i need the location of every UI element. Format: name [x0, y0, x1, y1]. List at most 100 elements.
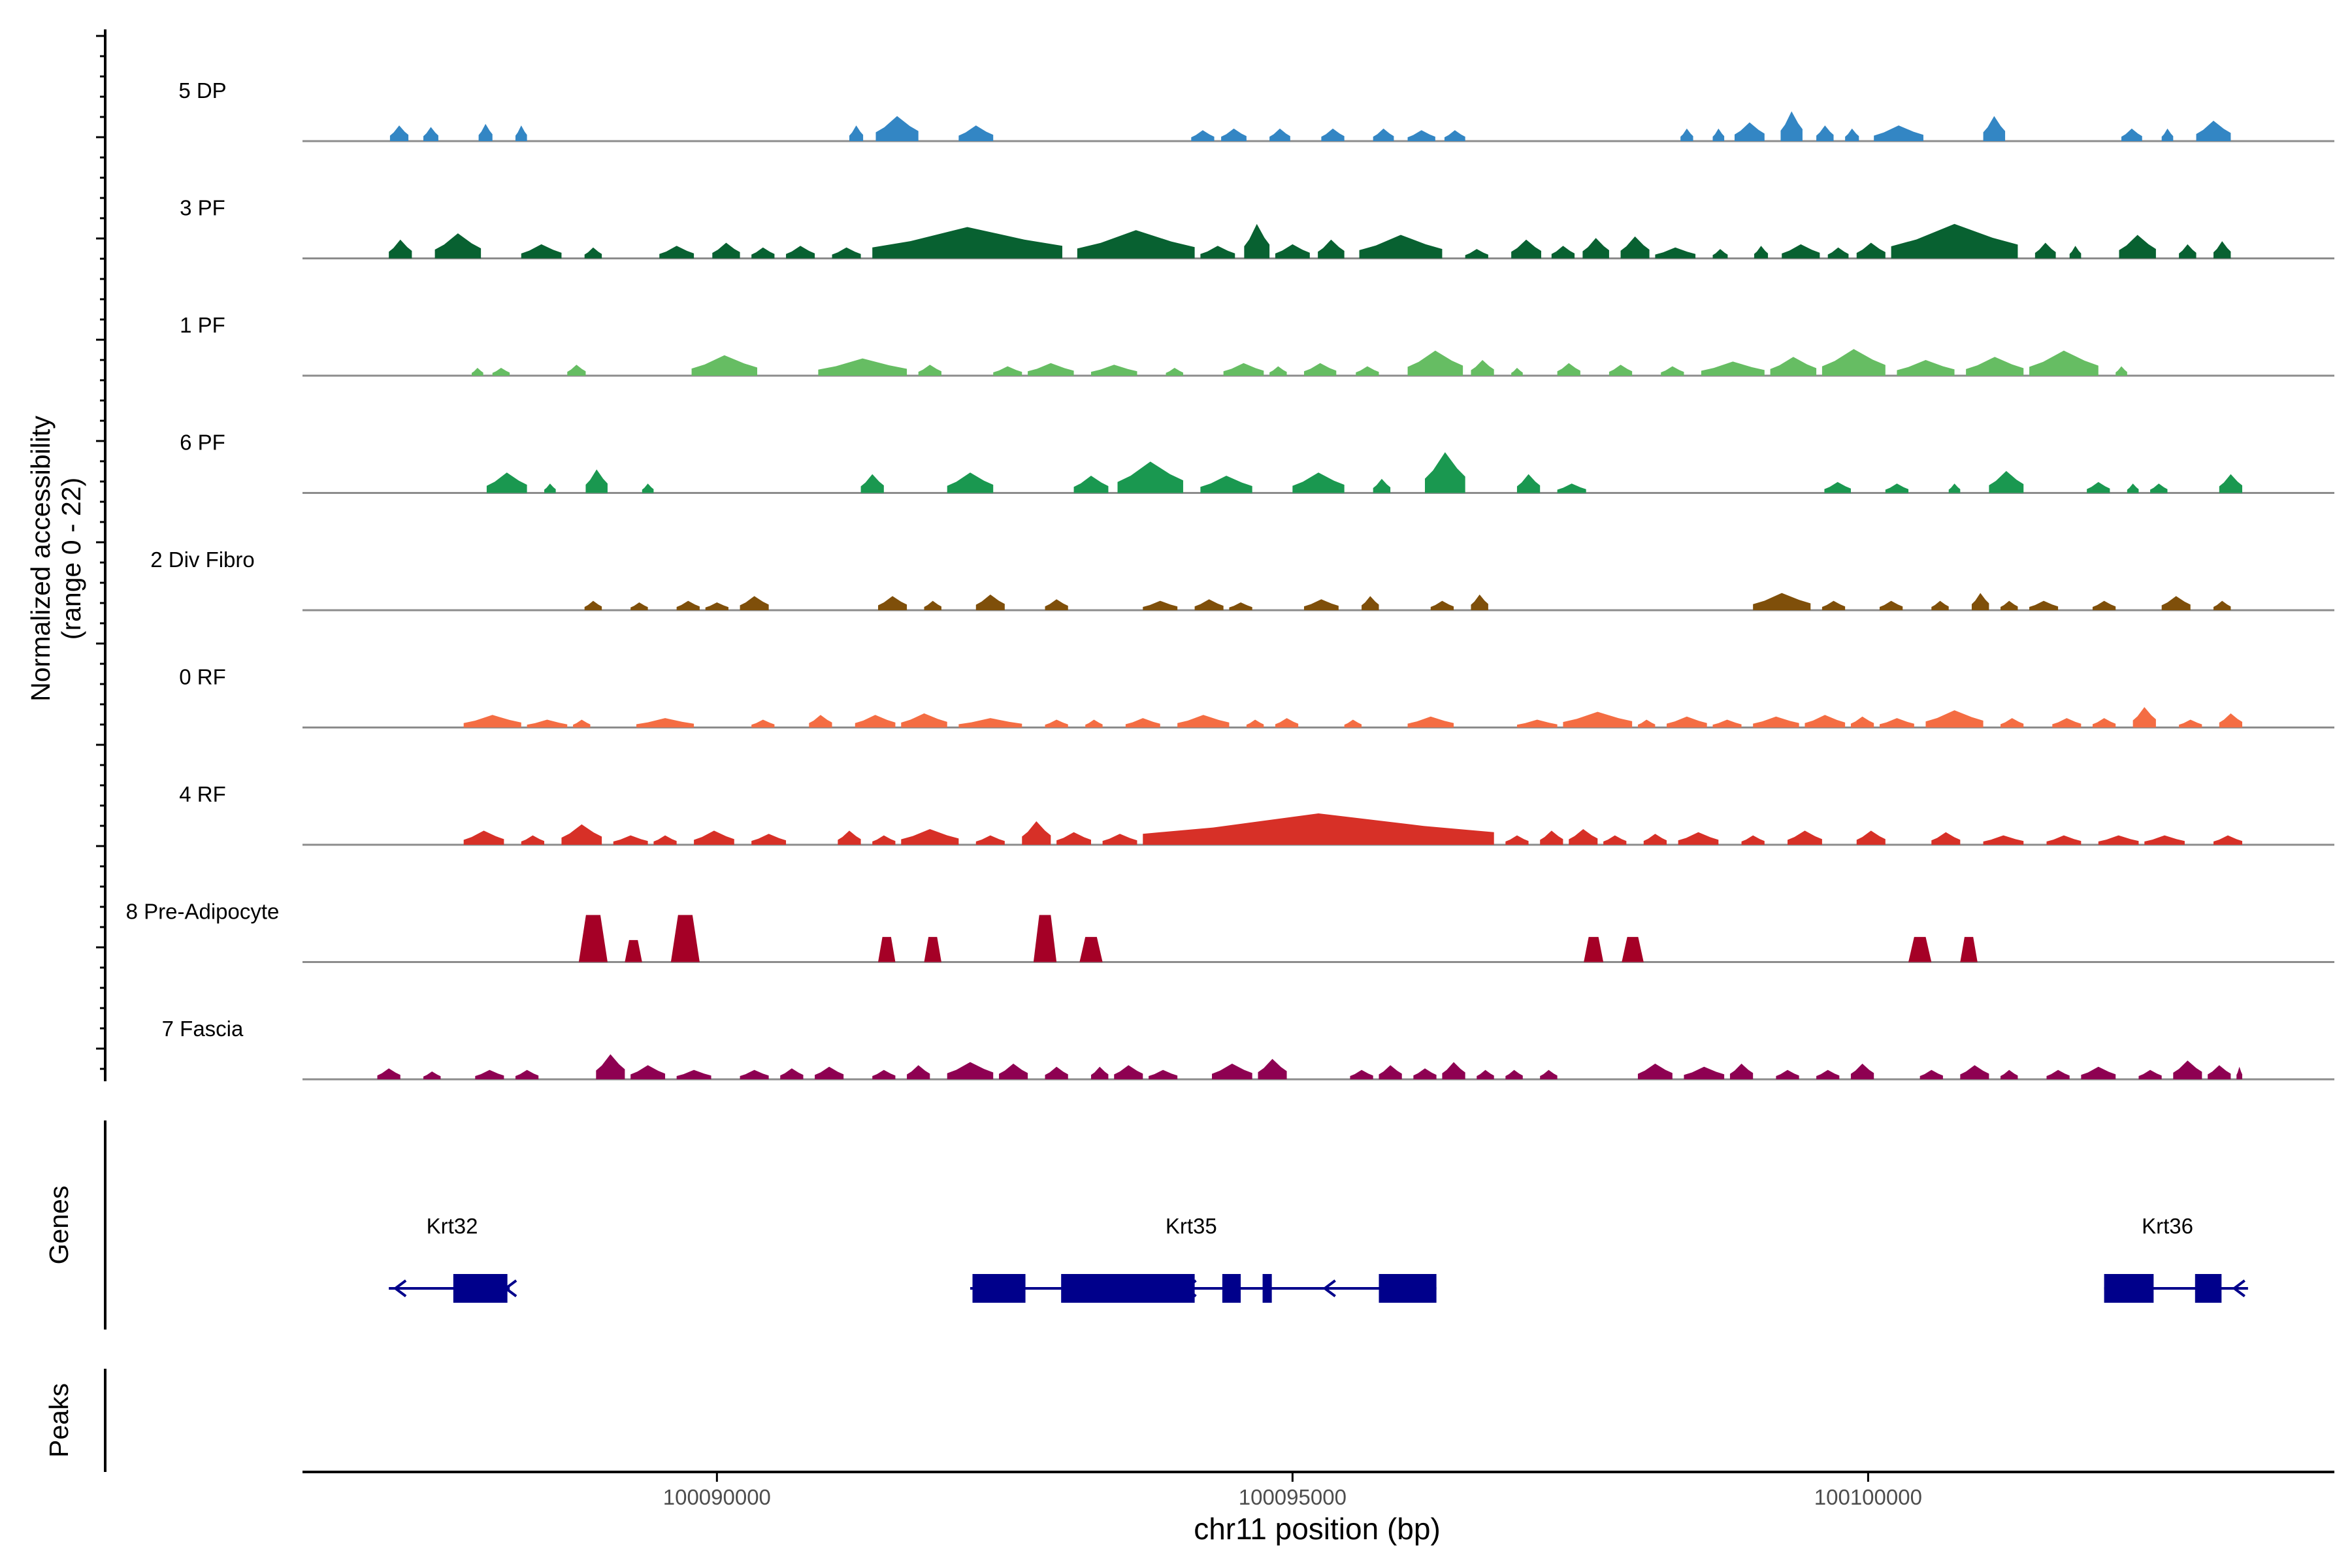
coverage-peak	[659, 246, 694, 259]
coverage-peak	[2132, 707, 2156, 728]
coverage-peak	[1275, 718, 1299, 728]
coverage-peak	[642, 483, 654, 493]
strand-arrow	[2108, 1279, 2122, 1298]
coverage-peak	[694, 830, 734, 845]
coverage-peak	[1637, 1064, 1673, 1079]
coverage-peak	[1045, 599, 1068, 610]
coverage-peak	[1925, 710, 1984, 728]
coverage-peak	[2087, 482, 2110, 493]
coverage-peak	[1244, 223, 1270, 259]
coverage-peak	[1166, 368, 1183, 376]
track: 0 RF	[179, 665, 2334, 728]
coverage-peak	[1200, 246, 1235, 259]
track: 7 Fascia	[162, 1017, 2334, 1081]
coverage-peak	[751, 247, 775, 259]
coverage-peak	[1258, 1058, 1287, 1079]
coverage-peak	[993, 366, 1022, 376]
coverage-peak	[1191, 130, 1215, 141]
gene-label: Krt35	[1166, 1214, 1217, 1238]
coverage-peak	[472, 368, 483, 376]
coverage-peak	[676, 1070, 711, 1079]
coverage-peak	[1931, 600, 1949, 610]
strand-arrow	[1183, 1279, 1197, 1298]
coverage-peak	[670, 915, 700, 962]
coverage-peak	[567, 365, 586, 376]
coverage-peak	[434, 233, 482, 259]
coverage-peak	[1816, 1070, 1840, 1079]
strand-arrow	[2232, 1279, 2246, 1298]
x-axis-label: chr11 position (bp)	[1194, 1512, 1441, 1546]
coverage-peak	[1655, 247, 1696, 259]
coverage-peak	[1246, 719, 1264, 728]
coverage-peak	[1891, 223, 2018, 259]
coverage-peak	[1321, 128, 1345, 141]
gene-annotation-track: Krt32 Krt35 Krt36	[389, 1214, 2248, 1303]
track-label: 3 PF	[180, 196, 225, 220]
coverage-peak	[1471, 595, 1488, 610]
coverage-peak	[676, 600, 700, 610]
coverage-peak	[872, 835, 896, 845]
coverage-peak	[1770, 357, 1817, 376]
coverage-peak	[2236, 1066, 2242, 1079]
coverage-peak	[2052, 718, 2082, 728]
coverage-peak	[1373, 128, 1394, 141]
coverage-peak	[2208, 1065, 2231, 1079]
coverage-peak	[947, 1062, 994, 1079]
coverage-peak	[1085, 719, 1103, 728]
coverage-peak	[521, 835, 545, 845]
coverage-peak	[463, 830, 504, 845]
coverage-peak	[975, 835, 1005, 845]
y-axis-ticks	[96, 35, 105, 1070]
coverage-peak	[1609, 365, 1633, 376]
track-label: 4 RF	[179, 782, 226, 806]
gene-exon	[453, 1274, 508, 1303]
track: 5 DP	[178, 78, 2334, 142]
coverage-peak	[2179, 244, 2197, 259]
coverage-peak	[1540, 830, 1563, 845]
coverage-peak	[630, 1065, 666, 1079]
coverage-peak	[389, 125, 409, 141]
coverage-peak	[1177, 715, 1230, 728]
coverage-peak	[1667, 716, 1707, 728]
coverage-peak	[947, 472, 994, 493]
coverage-peak	[1471, 360, 1494, 376]
track-label: 1 PF	[180, 313, 225, 337]
track: 2 Div Fibro	[150, 547, 2334, 612]
coverage-peak	[786, 246, 815, 259]
coverage-peak	[1850, 716, 1874, 728]
coverage-peak	[872, 227, 1062, 259]
coverage-peak	[2138, 1070, 2162, 1079]
coverage-peak	[1582, 238, 1609, 259]
coverage-peak	[1269, 366, 1287, 376]
coverage-peak	[2092, 600, 2116, 610]
coverage-peak	[2046, 835, 2082, 845]
coverage-peak	[1816, 125, 1834, 141]
coverage-peak	[1090, 1066, 1109, 1079]
coverage-peak	[1407, 716, 1454, 728]
coverage-peak	[1776, 1070, 1799, 1079]
coverage-peak	[521, 244, 562, 259]
coverage-peak	[573, 719, 591, 728]
gene: Krt36	[2104, 1214, 2248, 1303]
strand-arrow	[393, 1279, 407, 1298]
coverage-peak	[1845, 128, 1859, 141]
coverage-peak	[809, 715, 832, 728]
coverage-peak	[596, 1054, 625, 1079]
coverage-peak	[613, 835, 648, 845]
coverage-peak	[878, 596, 907, 610]
coverage-peak	[1782, 244, 1820, 259]
coverage-peak	[625, 939, 642, 962]
coverage-peak	[1303, 363, 1337, 376]
coverage-peak	[1407, 350, 1463, 376]
coverage-peak	[1149, 1070, 1178, 1079]
coverage-peak	[1557, 483, 1586, 493]
coverage-peak	[1465, 249, 1488, 259]
coverage-peak	[1622, 937, 1644, 962]
coverage-peak	[1569, 829, 1598, 845]
coverage-peak	[1045, 1066, 1068, 1079]
coverage-peak	[1511, 239, 1541, 259]
gene-exon	[2195, 1274, 2222, 1303]
coverage-peak	[924, 937, 941, 962]
coverage-peak	[389, 239, 412, 259]
